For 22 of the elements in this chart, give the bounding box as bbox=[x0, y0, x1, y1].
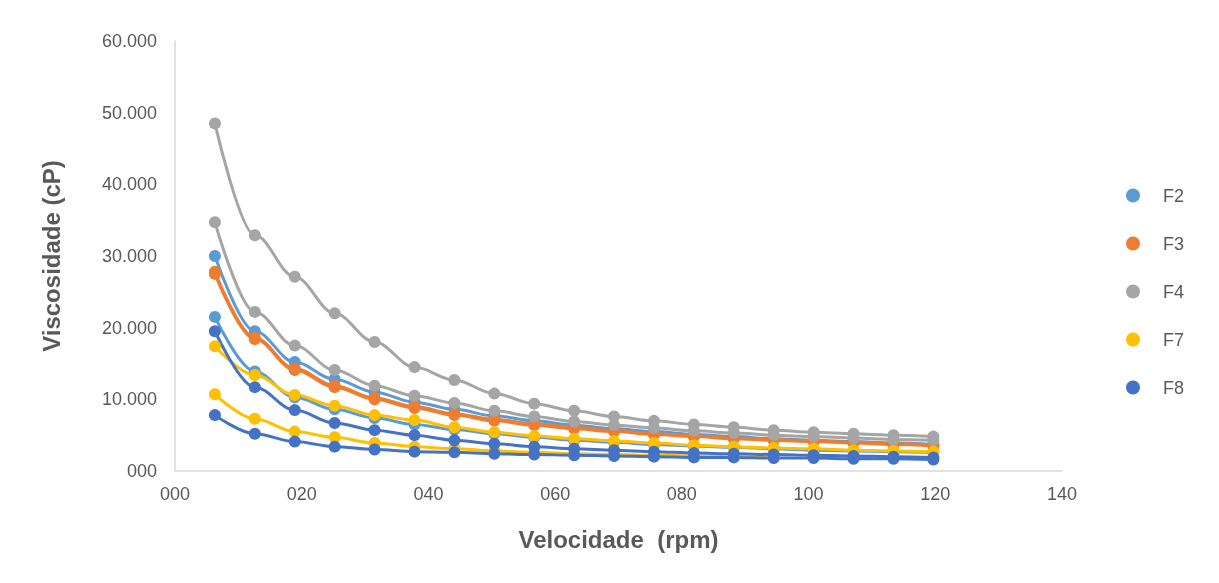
x-tick-label: 120 bbox=[920, 484, 951, 504]
x-tick-label: 020 bbox=[286, 484, 317, 504]
y-axis-title: Viscosidade (cP) bbox=[37, 160, 65, 352]
legend-label: F7 bbox=[1162, 329, 1185, 350]
x-tick-label: 080 bbox=[666, 484, 697, 504]
y-tick-label: 60.000 bbox=[101, 31, 157, 51]
y-tick-label: 000 bbox=[126, 461, 157, 481]
y-tick-label: 20.000 bbox=[101, 317, 157, 338]
y-tick-label: 30.000 bbox=[101, 246, 157, 266]
x-axis-title: Velocidade (rpm) bbox=[518, 525, 719, 553]
x-tick-label: 060 bbox=[540, 484, 571, 504]
legend-label: F4 bbox=[1162, 281, 1185, 302]
y-tick-label: 50.000 bbox=[101, 102, 157, 123]
legend-label: F2 bbox=[1162, 185, 1185, 206]
x-tick-label: 040 bbox=[413, 484, 444, 504]
legend-label: F3 bbox=[1162, 233, 1185, 254]
x-tick-label: 140 bbox=[1046, 484, 1078, 504]
x-tick-label: 100 bbox=[793, 484, 824, 504]
y-tick-label: 10.000 bbox=[101, 389, 157, 410]
x-tick-label: 000 bbox=[159, 484, 191, 504]
legend-label: F8 bbox=[1162, 377, 1185, 398]
y-tick-label: 40.000 bbox=[101, 174, 157, 195]
